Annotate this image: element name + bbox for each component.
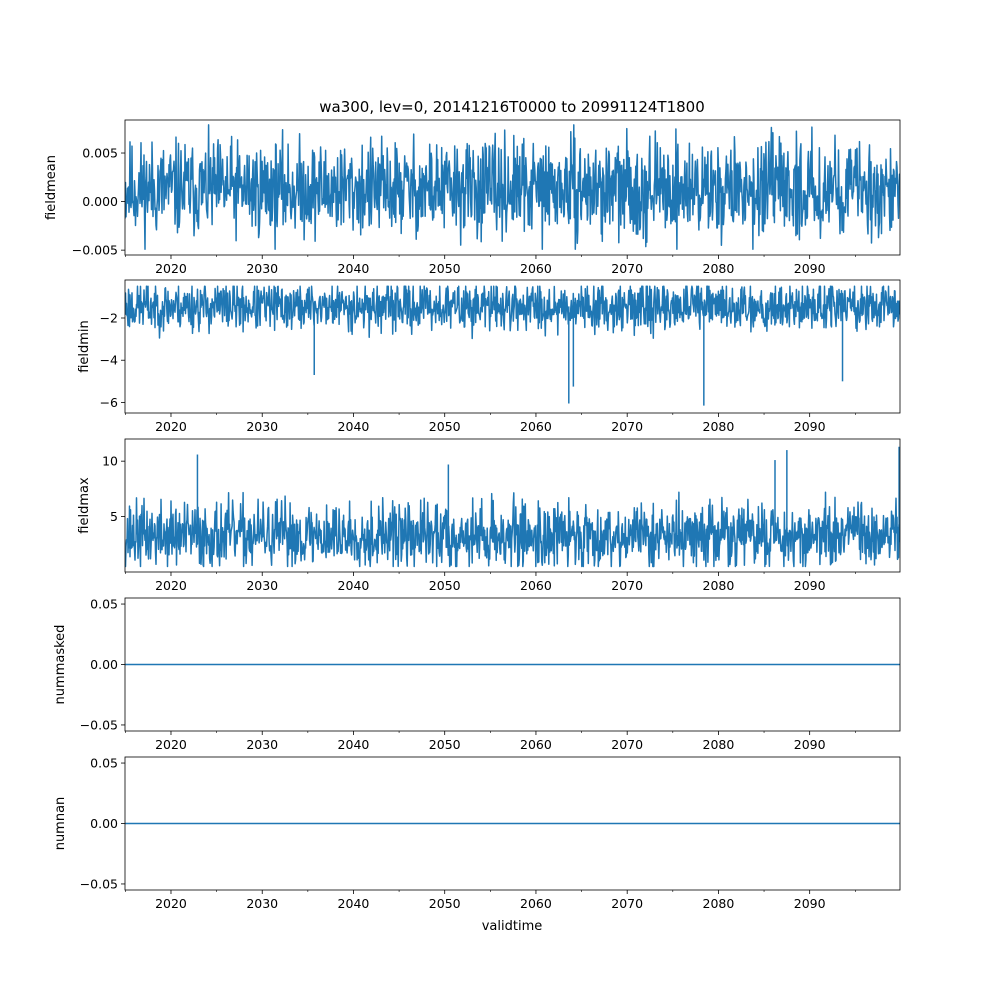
x-tick-label: 2050 (429, 737, 461, 752)
y-tick-label: −4 (100, 353, 118, 368)
axes-frame (124, 279, 901, 414)
y-tick-label: 0.05 (90, 597, 118, 612)
subplot-fieldmin: 2020 2030 2040 2050 2060 2070 2080 2090 −6 −4 −2 fi… (77, 279, 901, 434)
x-tick-label: 2020 (155, 261, 187, 276)
y-tick-label: −6 (100, 395, 118, 410)
x-tick-label: 2040 (338, 578, 370, 593)
x-tick-label: 2040 (338, 261, 370, 276)
x-tick-label: 2050 (429, 896, 461, 911)
subplot-numnan: 2020 2030 2040 2050 2060 2070 2080 2090 −0.05 0.0… (53, 756, 901, 911)
series-line-fieldmax (125, 491, 900, 568)
x-tick-label: 2020 (155, 578, 187, 593)
series-line-fieldmean (125, 124, 900, 250)
y-tick-label: −0.005 (72, 243, 118, 258)
x-tick-label: 2030 (246, 419, 278, 434)
x-tick-label: 2070 (611, 261, 643, 276)
x-tick-label: 2030 (246, 261, 278, 276)
x-tick-label: 2060 (520, 578, 552, 593)
plot-area (125, 285, 900, 406)
x-tick-label: 2080 (703, 419, 735, 434)
x-tick-label: 2050 (429, 261, 461, 276)
subplot-fieldmean: 2020 2030 2040 2050 2060 2070 2080 2090 −0.005 0.… (44, 119, 901, 276)
subplot-nummasked: 2020 2030 2040 2050 2060 2070 2080 2090 −0.05 0.0… (53, 597, 901, 752)
x-tick-label: 2060 (520, 419, 552, 434)
x-tick-label: 2060 (520, 737, 552, 752)
x-tick-label: 2090 (794, 896, 826, 911)
x-tick-label: 2020 (155, 737, 187, 752)
x-tick-label: 2060 (520, 896, 552, 911)
subplot-stack: 2020 2030 2040 2050 2060 2070 2080 2090 −0.005 0.… (44, 119, 901, 911)
axes-frame (124, 119, 901, 256)
x-tick-label: 2030 (246, 737, 278, 752)
y-axis-label: fieldmean (44, 155, 59, 220)
x-tick-label: 2090 (794, 419, 826, 434)
series-line-fieldmin (125, 285, 900, 340)
x-tick-label: 2070 (611, 578, 643, 593)
y-tick-label: −0.05 (80, 717, 118, 732)
y-tick-label: 0.000 (82, 194, 118, 209)
chart-title: wa300, lev=0, 20141216T0000 to 20991124T… (319, 98, 705, 116)
y-tick-label: 10 (102, 454, 118, 469)
x-tick-label: 2040 (338, 737, 370, 752)
y-tick-label: −2 (100, 311, 118, 326)
x-tick-label: 2070 (611, 737, 643, 752)
x-tick-label: 2080 (703, 261, 735, 276)
y-tick-label: −0.05 (80, 876, 118, 891)
x-tick-label: 2030 (246, 896, 278, 911)
x-tick-label: 2090 (794, 737, 826, 752)
x-tick-label: 2040 (338, 419, 370, 434)
x-tick-label: 2080 (703, 578, 735, 593)
x-tick-label: 2080 (703, 737, 735, 752)
x-tick-label: 2050 (429, 419, 461, 434)
x-tick-label: 2020 (155, 419, 187, 434)
y-tick-label: 5 (110, 509, 118, 524)
x-tick-label: 2050 (429, 578, 461, 593)
y-tick-label: 0.005 (82, 146, 118, 161)
x-tick-label: 2070 (611, 419, 643, 434)
x-tick-label: 2040 (338, 896, 370, 911)
x-tick-label: 2030 (246, 578, 278, 593)
y-tick-label: 0.05 (90, 756, 118, 771)
y-axis-label: numnan (53, 797, 68, 851)
plot-area (125, 124, 900, 250)
x-tick-label: 2060 (520, 261, 552, 276)
x-tick-label: 2090 (794, 261, 826, 276)
x-tick-label: 2070 (611, 896, 643, 911)
x-tick-label: 2090 (794, 578, 826, 593)
x-tick-label: 2080 (703, 896, 735, 911)
x-axis-label: validtime (482, 919, 543, 934)
y-tick-label: 0.00 (90, 816, 118, 831)
subplot-fieldmax: 2020 2030 2040 2050 2060 2070 2080 2090 5 10 field… (77, 438, 901, 593)
y-tick-label: 0.00 (90, 657, 118, 672)
x-tick-label: 2020 (155, 896, 187, 911)
y-axis-label: fieldmin (77, 320, 92, 373)
axes-frame (124, 438, 901, 573)
y-axis-label: nummasked (53, 625, 68, 705)
plot-area (125, 446, 900, 568)
y-axis-label: fieldmax (77, 477, 92, 534)
